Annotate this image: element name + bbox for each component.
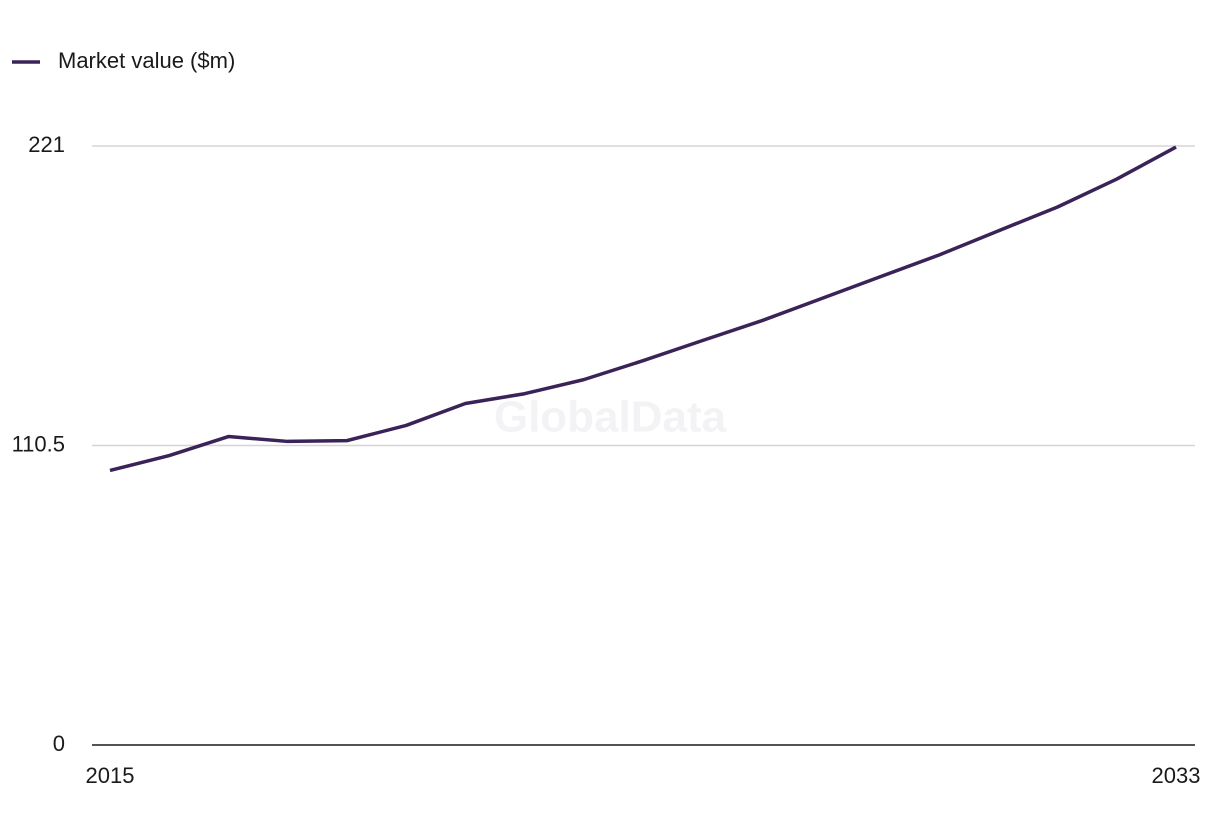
y-tick-label: 110.5 — [12, 431, 65, 456]
x-tick-label: 2033 — [1152, 763, 1201, 788]
data-line — [109, 145, 1177, 473]
x-tick-label: 2015 — [86, 763, 135, 788]
y-tick-label: 221 — [28, 132, 65, 157]
legend-label: Market value ($m) — [58, 48, 235, 73]
watermark: GlobalData — [494, 393, 727, 442]
y-tick-label: 0 — [53, 731, 65, 756]
